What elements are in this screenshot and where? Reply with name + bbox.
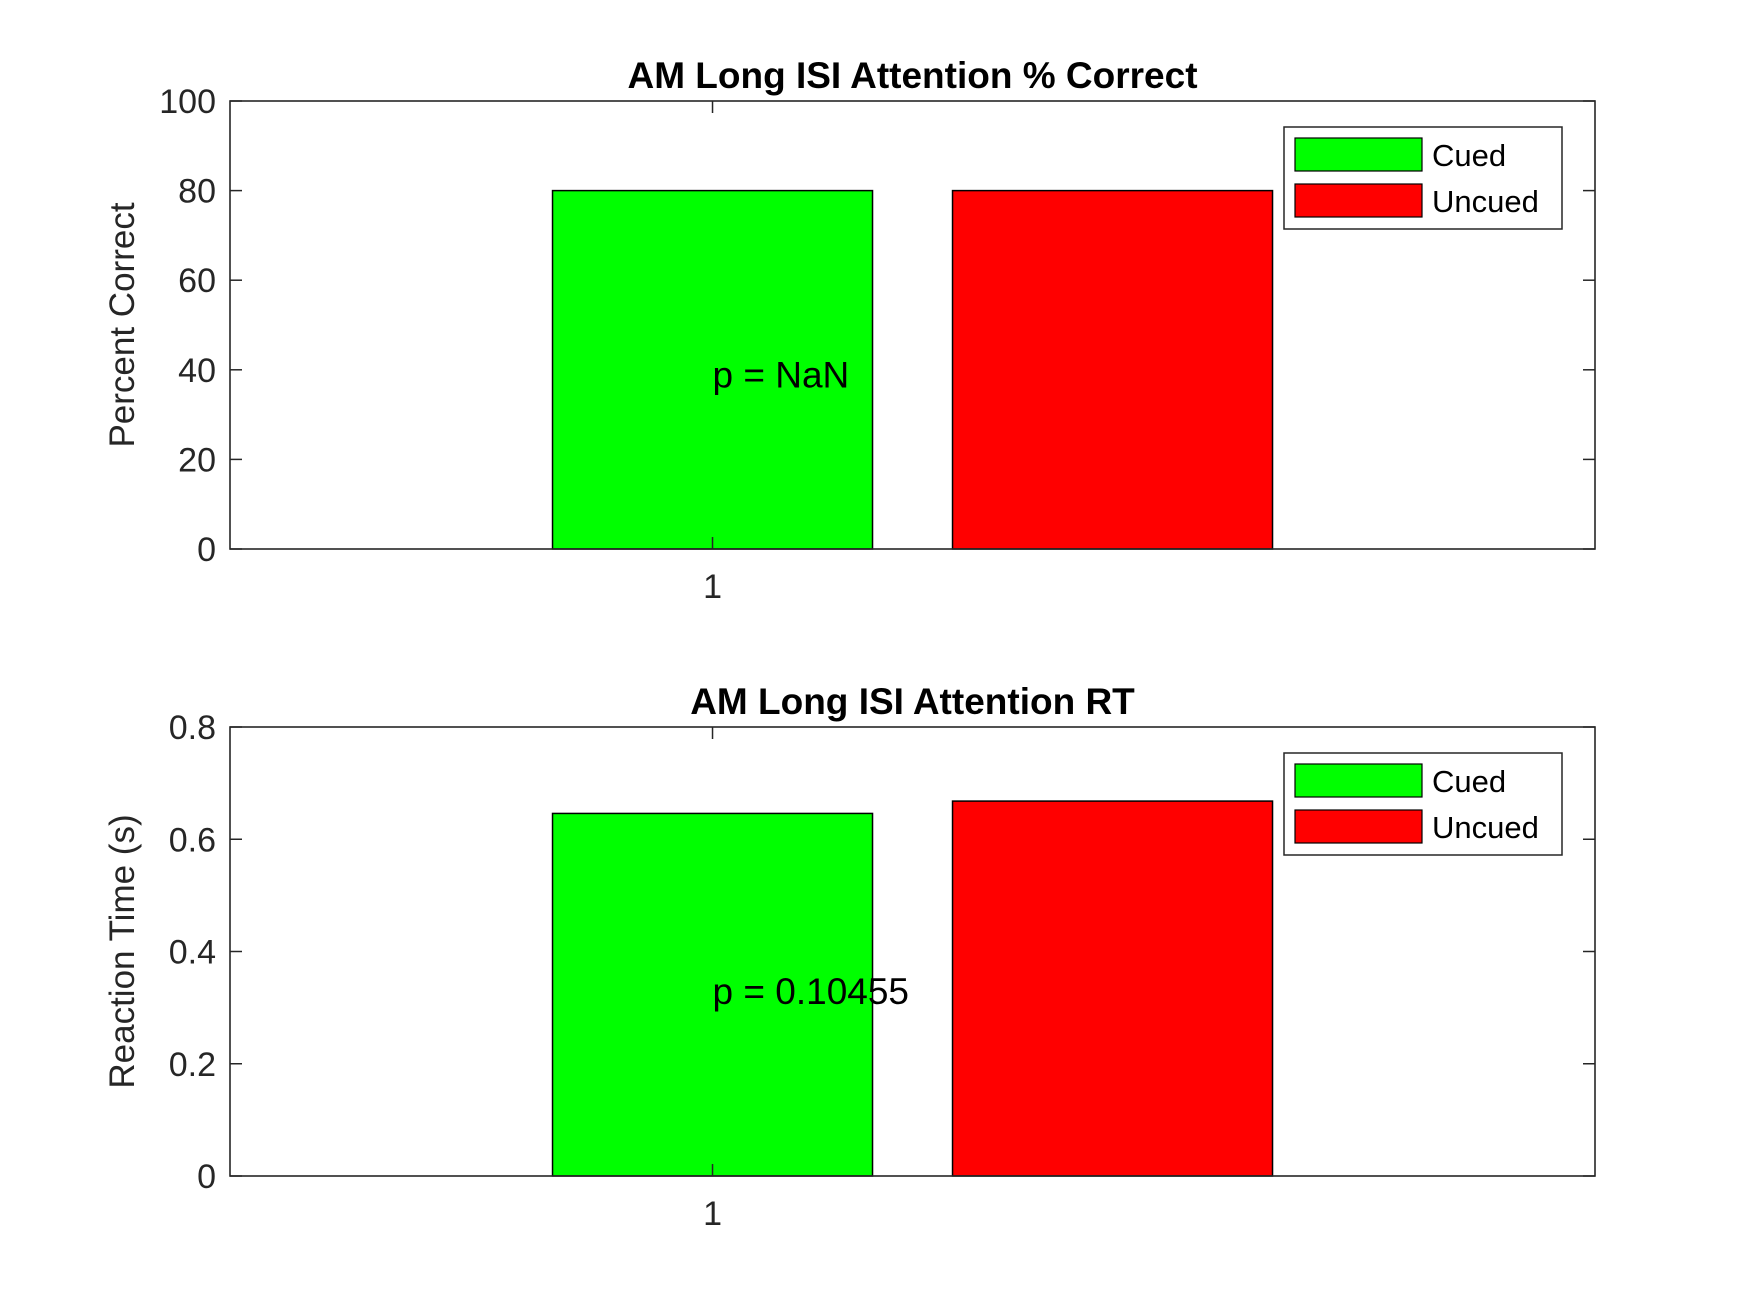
y-tick-label: 60 [178, 262, 216, 300]
legend-label-cued: Cued [1432, 764, 1506, 799]
chart-title: AM Long ISI Attention RT [690, 681, 1135, 722]
chart-1: 0 20 40 60 80 100 1 AM Long ISI Attention % Cor… [103, 55, 1596, 606]
y-tick-label: 0 [197, 1158, 216, 1196]
chart-2: 0 0.2 0.4 0.6 0.8 1 AM Long ISI Attention RT Re… [103, 681, 1596, 1233]
y-axis-label: Reaction Time (s) [103, 814, 142, 1088]
legend-swatch-cued [1294, 763, 1423, 798]
axes-box [229, 100, 1596, 550]
legend-swatch-cued [1294, 137, 1423, 172]
legend-label-cued: Cued [1432, 138, 1506, 173]
p-value-annotation: p = NaN [713, 354, 850, 395]
legend-label-uncued: Uncued [1432, 184, 1539, 219]
legend-swatch-uncued [1294, 183, 1423, 218]
y-tick-label: 40 [178, 352, 216, 390]
bar-cued [551, 812, 874, 1177]
x-tick-label: 1 [703, 568, 722, 606]
x-tick-label: 1 [703, 1195, 722, 1233]
y-tick-label: 0 [197, 531, 216, 569]
y-axis-label: Percent Correct [103, 202, 142, 447]
legend-label-uncued: Uncued [1432, 810, 1539, 845]
y-tick-label: 0.2 [169, 1046, 216, 1084]
bar-uncued [951, 800, 1274, 1177]
y-tick-label: 20 [178, 441, 216, 479]
y-tick-label: 100 [159, 83, 216, 121]
y-tick-label: 0.8 [169, 709, 216, 747]
bar-uncued [951, 189, 1274, 550]
legend: Cued Uncued [1283, 752, 1563, 856]
legend-swatch-uncued [1294, 809, 1423, 844]
y-tick-label: 0.4 [169, 934, 216, 972]
legend: Cued Uncued [1283, 126, 1563, 230]
bar-cued [551, 189, 874, 550]
chart-title: AM Long ISI Attention % Correct [627, 55, 1197, 96]
y-tick-label: 80 [178, 173, 216, 211]
y-tick-label: 0.6 [169, 821, 216, 859]
p-value-annotation: p = 0.10455 [713, 971, 910, 1012]
